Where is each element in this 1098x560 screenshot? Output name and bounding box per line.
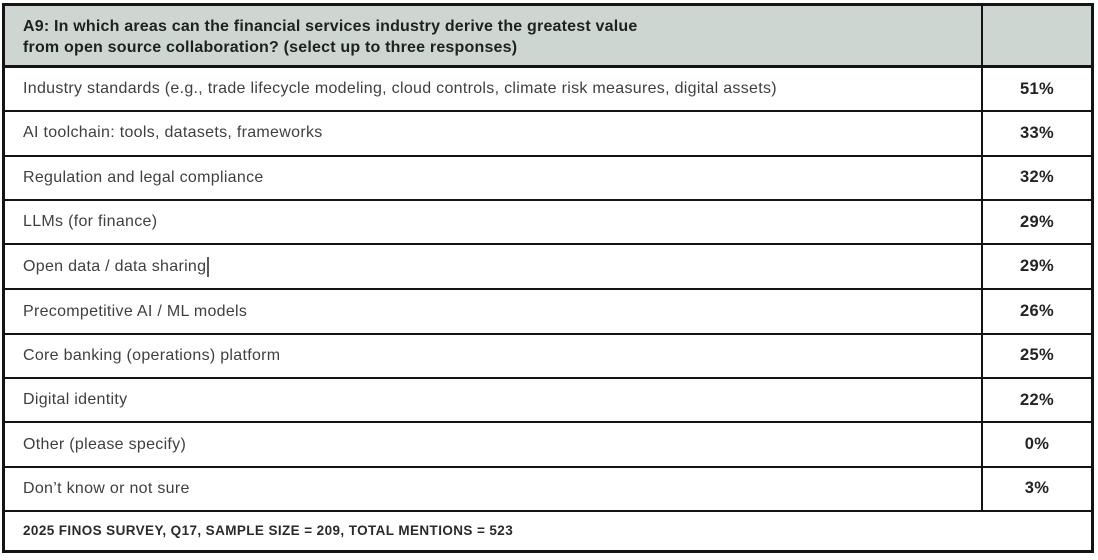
table-row: Don’t know or not sure 3% — [5, 467, 1091, 512]
survey-question-line-1: A9: In which areas can the financial ser… — [23, 17, 638, 35]
response-label: Regulation and legal compliance — [5, 156, 983, 199]
response-percent: 3% — [1024, 479, 1050, 498]
response-percent: 26% — [1020, 302, 1054, 321]
response-label: AI toolchain: tools, datasets, framework… — [5, 112, 983, 155]
survey-results-table: A9: In which areas can the financial ser… — [2, 3, 1094, 553]
table-row: LLMs (for finance) 29% — [5, 200, 1091, 246]
response-label: Digital identity — [5, 379, 983, 422]
response-label: Other (please specify) — [5, 423, 983, 466]
survey-footnote: 2025 FINOS SURVEY, Q17, SAMPLE SIZE = 20… — [5, 511, 1091, 550]
response-percent: 0% — [1024, 435, 1050, 454]
survey-question: A9: In which areas can the financial ser… — [5, 6, 983, 65]
table-header-row: A9: In which areas can the financial ser… — [5, 6, 1091, 68]
header-empty-value-cell — [983, 6, 1091, 65]
table-row: Industry standards (e.g., trade lifecycl… — [5, 68, 1091, 113]
table-row: Core banking (operations) platform 25% — [5, 334, 1091, 380]
table-row: AI toolchain: tools, datasets, framework… — [5, 112, 1091, 157]
response-percent: 51% — [1020, 79, 1054, 98]
table-row: Digital identity 22% — [5, 379, 1091, 424]
response-label: Core banking (operations) platform — [5, 334, 983, 378]
response-percent: 29% — [1020, 257, 1054, 276]
response-percent: 33% — [1020, 123, 1054, 142]
table-row: Regulation and legal compliance 32% — [5, 156, 1091, 201]
response-percent: 32% — [1020, 168, 1054, 187]
response-label: Open data / data sharing — [5, 245, 983, 289]
table-row: Open data / data sharing 29% — [5, 245, 1091, 291]
response-label: LLMs (for finance) — [5, 200, 983, 244]
text-cursor-caret — [207, 256, 210, 277]
response-label: Industry standards (e.g., trade lifecycl… — [5, 68, 983, 111]
response-percent: 29% — [1020, 212, 1054, 231]
survey-question-line-2: from open source collaboration? (select … — [23, 38, 518, 56]
table-row: Other (please specify) 0% — [5, 423, 1091, 468]
response-label: Don’t know or not sure — [5, 467, 983, 510]
response-percent: 25% — [1020, 346, 1054, 365]
response-label-text: Open data / data sharing — [23, 257, 207, 275]
table-row: Precompetitive AI / ML models 26% — [5, 290, 1091, 335]
response-label: Precompetitive AI / ML models — [5, 290, 983, 333]
response-percent: 22% — [1020, 390, 1054, 409]
